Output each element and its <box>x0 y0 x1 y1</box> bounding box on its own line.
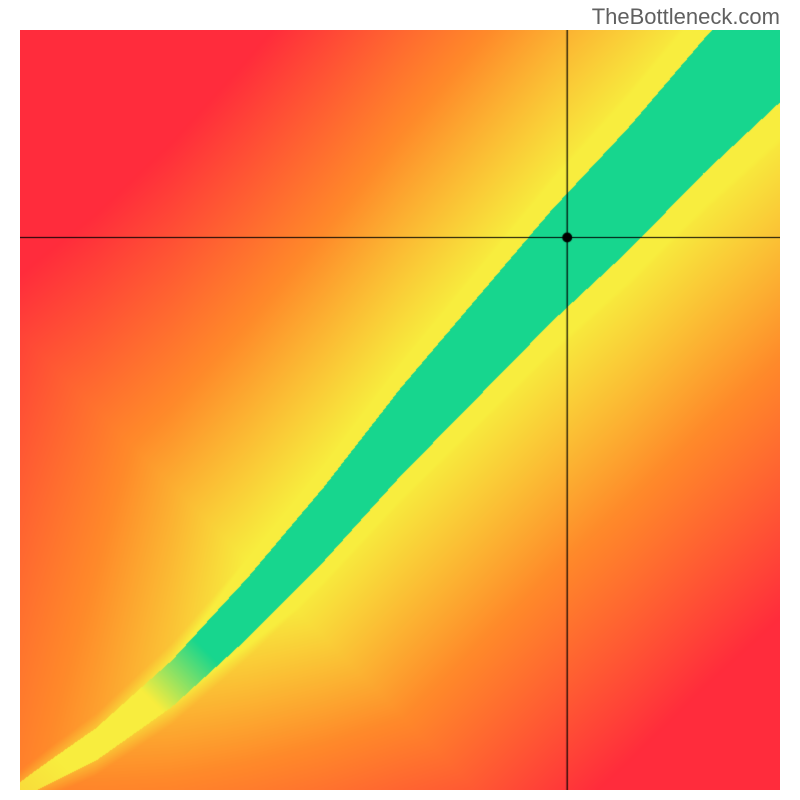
watermark-text: TheBottleneck.com <box>592 4 780 30</box>
chart-container: TheBottleneck.com <box>0 0 800 800</box>
bottleneck-heatmap <box>20 30 780 790</box>
